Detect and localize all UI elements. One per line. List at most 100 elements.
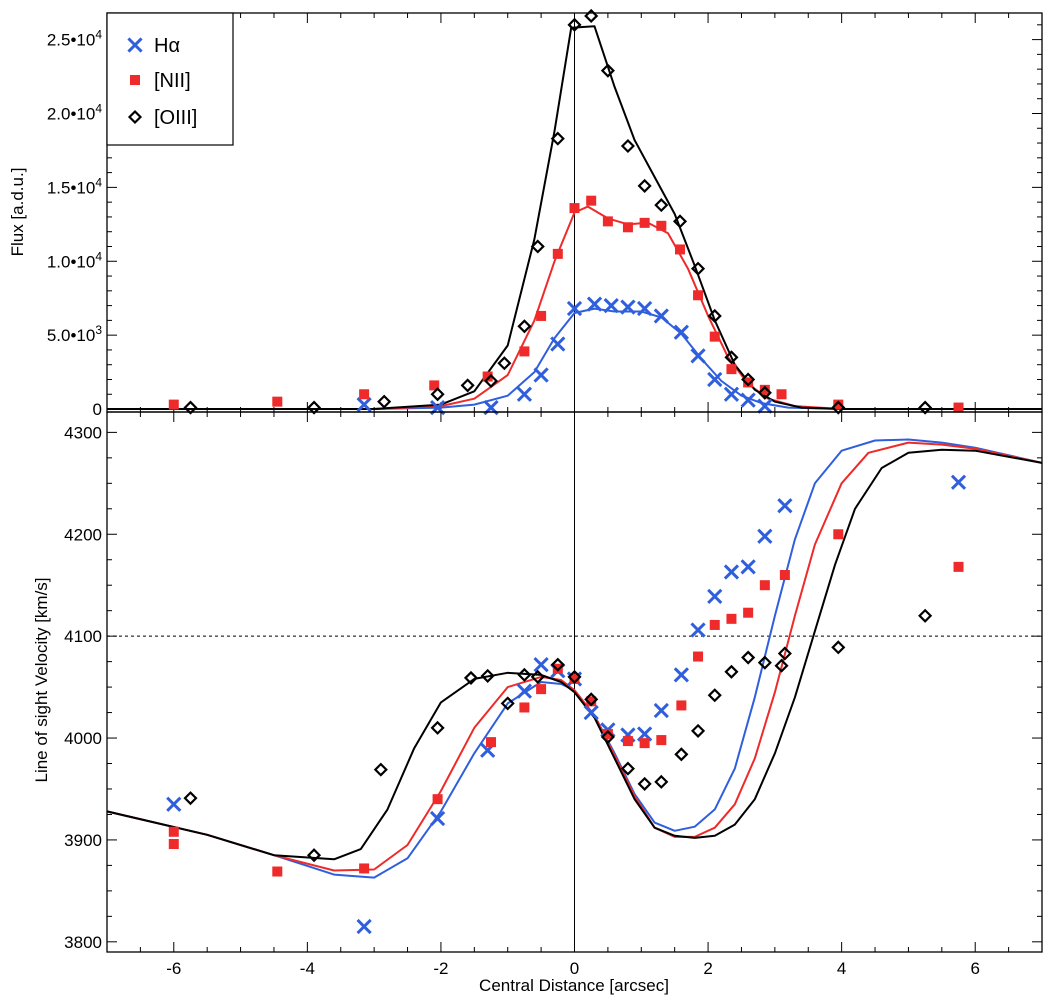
flux-point-halpha <box>673 324 689 340</box>
velocity-point-halpha <box>707 588 723 605</box>
flux-point-nii <box>622 222 633 233</box>
velocity-point-halpha <box>653 702 669 719</box>
flux-point-oiii <box>724 350 739 365</box>
flux-point-halpha <box>637 300 653 317</box>
flux-point-oiii <box>530 239 545 254</box>
velocity-point-oiii <box>707 688 722 703</box>
velocity-point-nii <box>676 700 687 711</box>
flux-point-oiii <box>620 138 635 154</box>
velocity-point-nii <box>639 738 650 749</box>
x-tick-label: 6 <box>970 959 979 978</box>
velocity-ytick-label: 4300 <box>64 423 102 442</box>
velocity-y-axis-label: Line of sight Velocity [km/s] <box>32 577 51 782</box>
flux-point-nii <box>429 380 440 391</box>
velocity-point-halpha <box>637 726 653 742</box>
flux-point-halpha <box>690 348 706 364</box>
flux-point-halpha <box>483 399 499 416</box>
velocity-ytick-label: 4100 <box>64 627 102 646</box>
legend-marker-halpha <box>127 37 143 53</box>
velocity-point-halpha <box>777 498 793 514</box>
legend-box <box>106 12 234 146</box>
velocity-point-oiii <box>620 761 635 776</box>
flux-point-nii <box>726 364 737 375</box>
velocity-ytick-label: 4000 <box>64 729 102 748</box>
flux-point-oiii <box>430 387 445 402</box>
velocity-point-oiii <box>550 657 565 672</box>
velocity-point-halpha <box>516 683 533 699</box>
flux-ytick-label: 1.5•104 <box>47 175 103 197</box>
x-tick-label: 0 <box>570 959 579 978</box>
flux-point-nii <box>759 384 770 395</box>
velocity-point-oiii <box>757 655 772 670</box>
legend-label-oiii: [OIII] <box>154 107 197 129</box>
flux-model-line-halpha <box>107 307 1042 410</box>
flux-point-oiii <box>918 400 933 415</box>
velocity-point-nii <box>693 651 704 662</box>
velocity-ytick-label: 3900 <box>64 831 102 850</box>
flux-point-nii <box>482 371 493 382</box>
flux-ytick-label: 0 <box>93 400 102 419</box>
flux-point-halpha <box>740 392 756 408</box>
flux-point-nii <box>639 217 650 228</box>
flux-point-halpha <box>603 297 619 314</box>
velocity-point-oiii <box>654 774 669 789</box>
x-axis-label: Central Distance [arcsec] <box>479 976 669 995</box>
velocity-model-line-halpha <box>106 438 1043 879</box>
flux-point-nii <box>709 331 720 342</box>
flux-y-tick-labels: 0 5.0•103 1.0•104 1.5•104 2.0•104 2.5•104 <box>47 28 103 419</box>
flux-point-nii <box>586 195 597 206</box>
flux-point-nii <box>693 290 704 301</box>
velocity-point-oiii <box>741 650 756 665</box>
flux-point-oiii <box>460 378 475 393</box>
flux-point-nii <box>833 399 844 410</box>
flux-point-nii <box>953 402 964 413</box>
flux-point-oiii <box>497 356 512 371</box>
velocity-point-nii <box>519 702 530 713</box>
flux-point-oiii <box>757 385 772 400</box>
velocity-point-nii <box>602 728 613 739</box>
velocity-point-nii <box>622 736 633 747</box>
flux-point-oiii <box>306 400 322 415</box>
velocity-point-oiii <box>530 669 545 684</box>
flux-point-nii <box>272 396 283 407</box>
velocity-point-halpha <box>673 667 689 683</box>
flux-point-nii <box>743 377 754 388</box>
velocity-point-oiii <box>690 723 706 738</box>
flux-point-halpha <box>586 296 603 312</box>
flux-point-halpha <box>566 300 583 317</box>
velocity-point-oiii <box>777 646 792 661</box>
flux-point-oiii <box>600 63 615 78</box>
velocity-point-oiii <box>430 720 445 735</box>
x-tick-labels: -6 -4 -2 0 2 4 6 <box>166 959 980 978</box>
flux-point-oiii <box>567 17 582 32</box>
flux-point-oiii <box>517 319 532 334</box>
flux-ytick-label: 5.0•103 <box>47 323 103 345</box>
velocity-point-oiii <box>674 747 689 762</box>
x-tick-label: -4 <box>300 959 315 978</box>
flux-point-oiii <box>377 394 392 409</box>
flux-point-oiii <box>183 400 198 415</box>
velocity-plot-frame <box>106 411 1043 953</box>
velocity-point-oiii <box>500 696 515 711</box>
x-tick-label: -6 <box>166 959 181 978</box>
velocity-point-nii <box>743 607 754 618</box>
flux-point-nii <box>359 389 370 400</box>
flux-point-halpha <box>550 336 566 352</box>
velocity-point-nii <box>536 684 547 695</box>
velocity-point-nii <box>272 866 283 877</box>
flux-y-axis-label: Flux [a.d.u.] <box>8 168 27 257</box>
velocity-point-nii <box>953 561 964 572</box>
flux-point-nii <box>656 220 667 231</box>
velocity-point-halpha <box>757 528 773 544</box>
velocity-data-points <box>166 474 967 935</box>
x-tick-label: 2 <box>703 959 712 978</box>
x-tick-label: 4 <box>837 959 846 978</box>
flux-point-oiii <box>690 261 706 276</box>
legend-marker-oiii <box>127 109 143 125</box>
legend-marker-nii <box>130 75 140 85</box>
legend-marker-halpha <box>127 37 143 53</box>
flux-point-halpha <box>723 386 740 402</box>
velocity-point-oiii <box>463 670 479 685</box>
